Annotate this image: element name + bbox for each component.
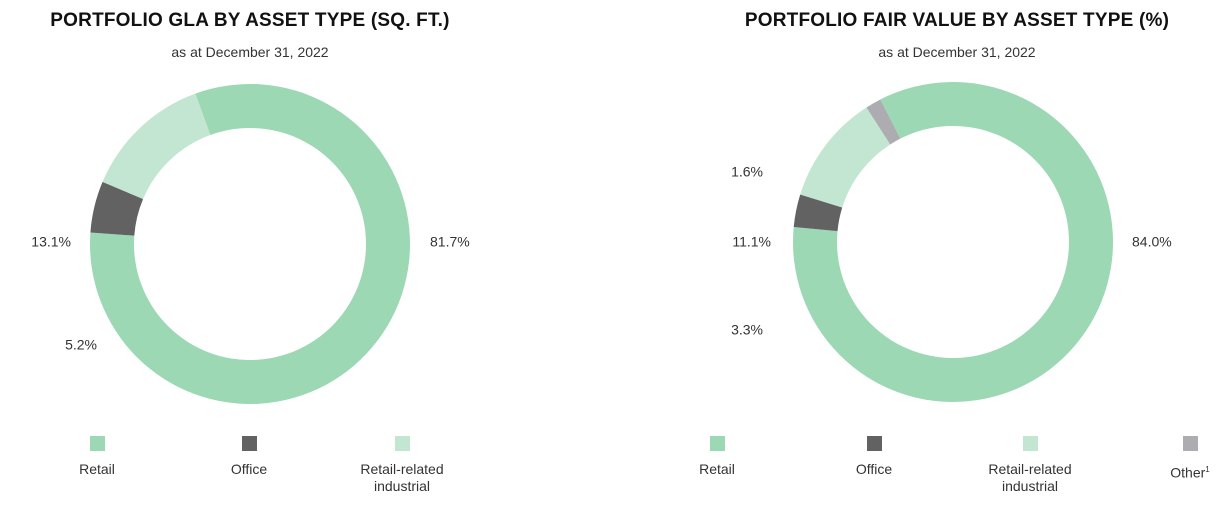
legend-label-other: Other1 xyxy=(1164,461,1216,482)
gla-chart-title: PORTFOLIO GLA BY ASSET TYPE (SQ. FT.) xyxy=(50,10,450,31)
fair-value-chart-subtitle: as at December 31, 2022 xyxy=(878,44,1036,60)
data-label-office: 5.2% xyxy=(65,337,97,353)
data-label-retail: 84.0% xyxy=(1132,234,1172,250)
data-label-office: 3.3% xyxy=(731,322,763,338)
data-label-industrial: 11.1% xyxy=(732,234,771,250)
legend-item-industrial: Retail-related industrial xyxy=(332,436,472,495)
donut-slice-industrial xyxy=(800,107,891,208)
legend-label-other-text: Other xyxy=(1170,464,1206,481)
data-label-other: 1.6% xyxy=(731,164,763,180)
donut-slice-office xyxy=(90,181,144,236)
data-label-industrial: 13.1% xyxy=(31,234,71,250)
fair-value-chart-title: PORTFOLIO FAIR VALUE BY ASSET TYPE (%) xyxy=(744,10,1170,31)
donut-slice-office xyxy=(793,194,843,232)
gla-donut-chart: 81.7% 5.2% 13.1% xyxy=(31,83,470,404)
legend-label-retail: Retail xyxy=(699,461,735,477)
legend-swatch-industrial xyxy=(394,436,410,451)
legend-item-office: Office xyxy=(834,436,914,478)
legend-item-retail: Retail xyxy=(677,436,757,478)
fair-value-donut-chart: 84.0% 3.3% 11.1% 1.6% xyxy=(731,82,1172,403)
data-label-retail: 81.7% xyxy=(430,234,470,250)
gla-chart-subtitle: as at December 31, 2022 xyxy=(171,44,329,60)
donut-slice-industrial xyxy=(102,93,211,199)
legend-item-industrial: Retail-related industrial xyxy=(960,436,1100,495)
legend-swatch-office xyxy=(866,436,882,451)
legend-item-retail: Retail xyxy=(57,436,137,478)
legend-item-office: Office xyxy=(209,436,289,478)
legend-label-industrial-line1: Retail-related xyxy=(988,461,1072,477)
legend-footnote-marker: 1 xyxy=(1205,465,1210,474)
legend-swatch-other xyxy=(1182,436,1198,451)
legend-swatch-retail xyxy=(89,436,105,451)
legend-label-industrial-line2: industrial xyxy=(373,478,431,494)
legend-label-office: Office xyxy=(855,461,893,477)
fair-value-chart-panel: PORTFOLIO FAIR VALUE BY ASSET TYPE (%) a… xyxy=(690,0,1224,509)
legend-label-industrial-line1: Retail-related xyxy=(360,461,444,477)
legend-label-office: Office xyxy=(230,461,268,477)
legend-label-retail: Retail xyxy=(79,461,115,477)
legend-label-industrial-line2: industrial xyxy=(1001,478,1059,494)
legend-swatch-retail xyxy=(709,436,725,451)
gla-chart-panel: PORTFOLIO GLA BY ASSET TYPE (SQ. FT.) as… xyxy=(0,0,500,509)
legend-item-other: Other1 xyxy=(1164,436,1216,482)
legend-swatch-industrial xyxy=(1022,436,1038,451)
legend-swatch-office xyxy=(241,436,257,451)
donut-slice-other xyxy=(866,99,901,145)
